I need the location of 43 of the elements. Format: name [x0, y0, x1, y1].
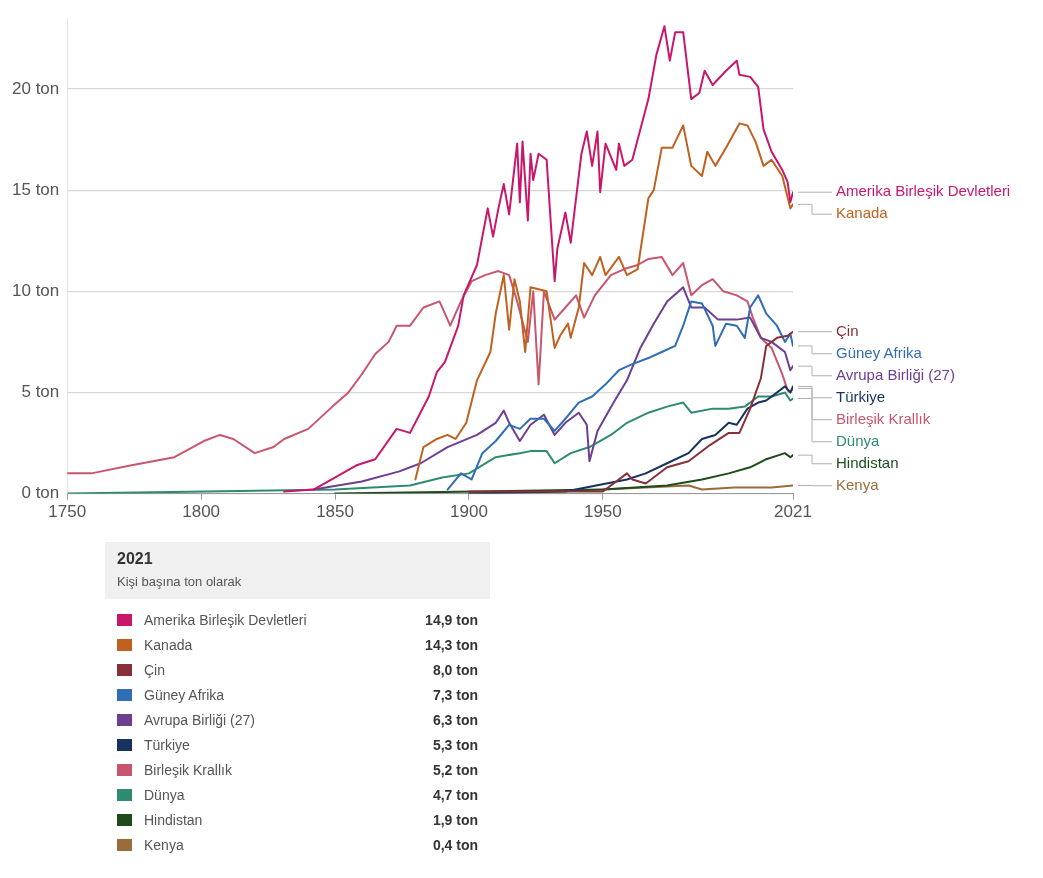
text: Güney Afrika [836, 343, 922, 361]
text: 7,3 ton [432, 686, 478, 703]
y-tick-label: 5 ton [21, 382, 60, 402]
text: 14,3 ton [425, 636, 478, 653]
legend-label: Türkiye [144, 736, 191, 753]
legend-label: Güney Afrika [144, 686, 226, 703]
text: 1,9 ton [432, 811, 478, 828]
legend-label: Dünya [144, 786, 186, 803]
legend-title: 2021 [117, 550, 154, 568]
text: 0,4 ton [432, 836, 478, 853]
text: 8,0 ton [432, 661, 478, 678]
text: 4,7 ton [432, 786, 478, 803]
x-tick-label: 1850 [316, 502, 354, 522]
text: Dünya [836, 431, 880, 449]
legend-label: Hindistan [144, 811, 204, 828]
text: 6,3 ton [432, 711, 478, 728]
text: Birleşik Krallık [836, 409, 931, 427]
text: Kanada [836, 204, 888, 222]
text: 5,3 ton [432, 736, 478, 753]
x-tick-label: 1900 [450, 502, 488, 522]
text: 14,9 ton [425, 611, 478, 628]
legend-label: Kenya [144, 836, 185, 853]
y-tick-label: 20 ton [12, 78, 60, 98]
text: Amerika Birleşik Devletleri [836, 182, 1011, 200]
text: Kişi başına ton olarak [117, 574, 243, 589]
text: Türkiye [836, 387, 886, 405]
x-tick-label: 2021 [774, 502, 812, 522]
legend-label: Birleşik Krallık [144, 761, 233, 778]
text: Hindistan [836, 453, 899, 471]
x-tick-label: 1950 [583, 502, 622, 522]
y-tick-label: 15 ton [12, 179, 60, 199]
text: Avrupa Birliği (27) [836, 365, 955, 383]
legend-label: Kanada [144, 636, 194, 653]
legend-label: Çin [144, 661, 166, 678]
text: Çin [836, 321, 859, 339]
legend-label: Avrupa Birliği (27) [144, 711, 256, 728]
x-tick-label: 1800 [182, 502, 221, 522]
y-tick-label: 10 ton [12, 280, 60, 300]
text: 5,2 ton [432, 761, 478, 778]
text: Kenya [836, 475, 879, 493]
x-tick-label: 1750 [48, 502, 87, 522]
y-tick-label: 0 ton [21, 483, 60, 503]
legend-label: Amerika Birleşik Devletleri [144, 611, 308, 628]
